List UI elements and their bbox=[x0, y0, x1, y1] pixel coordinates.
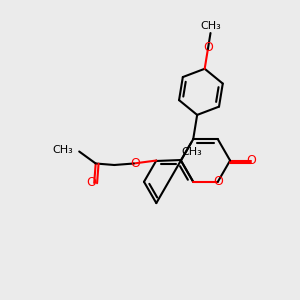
Text: O: O bbox=[86, 176, 96, 190]
Text: CH₃: CH₃ bbox=[52, 145, 73, 155]
Text: CH₃: CH₃ bbox=[181, 147, 202, 157]
Text: CH₃: CH₃ bbox=[200, 21, 221, 31]
Text: O: O bbox=[213, 175, 223, 188]
Text: O: O bbox=[246, 154, 256, 167]
Text: O: O bbox=[203, 41, 213, 54]
Text: O: O bbox=[130, 157, 140, 170]
